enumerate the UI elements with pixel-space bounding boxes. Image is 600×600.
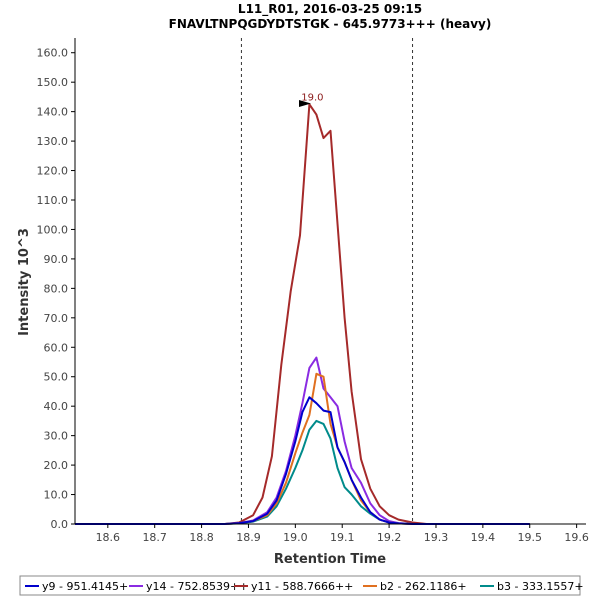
y-tick-label-3: 30.0 bbox=[44, 430, 69, 443]
x-tick-label-6: 19.2 bbox=[377, 531, 402, 544]
x-tick-label-0: 18.6 bbox=[96, 531, 121, 544]
chart-title: L11_R01, 2016-03-25 09:15 bbox=[238, 2, 422, 17]
series-group bbox=[75, 103, 530, 525]
series-line-1 bbox=[75, 396, 530, 525]
legend-label-5: b3 - 333.1557+ bbox=[497, 580, 584, 593]
legend-label-2: y14 - 752.8539++ bbox=[146, 580, 248, 593]
x-axis-label: Retention Time bbox=[274, 552, 386, 567]
y-tick-label-14: 140.0 bbox=[37, 106, 69, 119]
legend: y9 - 951.4145+ y14 - 752.8539++ y11 - 588.… bbox=[25, 580, 584, 593]
y-tick-label-8: 80.0 bbox=[44, 282, 69, 295]
y-tick-label-16: 160.0 bbox=[37, 47, 69, 60]
y-tick-label-9: 90.0 bbox=[44, 253, 69, 266]
y-tick-label-1: 10.0 bbox=[44, 489, 69, 502]
x-tick-label-7: 19.3 bbox=[424, 531, 449, 544]
x-tick-label-2: 18.8 bbox=[189, 531, 214, 544]
y-tick-label-13: 130.0 bbox=[37, 135, 69, 148]
x-tick-label-10: 19.6 bbox=[564, 531, 589, 544]
legend-label-3: y11 - 588.7666++ bbox=[251, 580, 353, 593]
y-tick-label-10: 100.0 bbox=[37, 223, 69, 236]
y-tick-label-5: 50.0 bbox=[44, 371, 69, 384]
y-tick-label-15: 150.0 bbox=[37, 76, 69, 89]
legend-box bbox=[19, 575, 581, 596]
chart-subtitle: FNAVLTNPQGDYDTSTGK - 645.9773+++ (heavy) bbox=[169, 17, 492, 31]
legend-label-1: y9 - 951.4145+ bbox=[42, 580, 128, 593]
y-axis-ticks: 0.0 10.0 20.0 30.0 40.0 50.0 60.0 70.0 80.0 90.0 1… bbox=[37, 47, 75, 531]
x-tick-label-9: 19.5 bbox=[517, 531, 542, 544]
x-tick-label-1: 18.7 bbox=[142, 531, 167, 544]
peak-annotation: 19.0 bbox=[299, 92, 324, 107]
x-tick-label-8: 19.4 bbox=[471, 531, 496, 544]
y-tick-label-7: 70.0 bbox=[44, 312, 69, 325]
plot-area bbox=[75, 38, 586, 524]
peak-marker-icon bbox=[299, 100, 311, 107]
x-tick-label-4: 19.0 bbox=[283, 531, 308, 544]
y-tick-label-4: 40.0 bbox=[44, 400, 69, 413]
y-tick-label-12: 120.0 bbox=[37, 165, 69, 178]
x-tick-label-3: 18.9 bbox=[236, 531, 261, 544]
x-axis-ticks: 18.6 18.7 18.8 18.9 19.0 19.1 19.2 19.3 19.4 19.5… bbox=[96, 524, 589, 544]
legend-label-4: b2 - 262.1186+ bbox=[380, 580, 467, 593]
y-tick-label-11: 110.0 bbox=[37, 194, 69, 207]
y-axis-label: Intensity 10^3 bbox=[17, 228, 32, 336]
series-line-3 bbox=[75, 103, 530, 525]
y-tick-label-0: 0.0 bbox=[51, 518, 69, 531]
y-tick-label-2: 20.0 bbox=[44, 459, 69, 472]
x-tick-label-5: 19.1 bbox=[330, 531, 355, 544]
series-line-2 bbox=[75, 356, 530, 525]
y-tick-label-6: 60.0 bbox=[44, 341, 69, 354]
peak-boundaries bbox=[240, 38, 414, 524]
peak-label: 19.0 bbox=[301, 92, 323, 103]
